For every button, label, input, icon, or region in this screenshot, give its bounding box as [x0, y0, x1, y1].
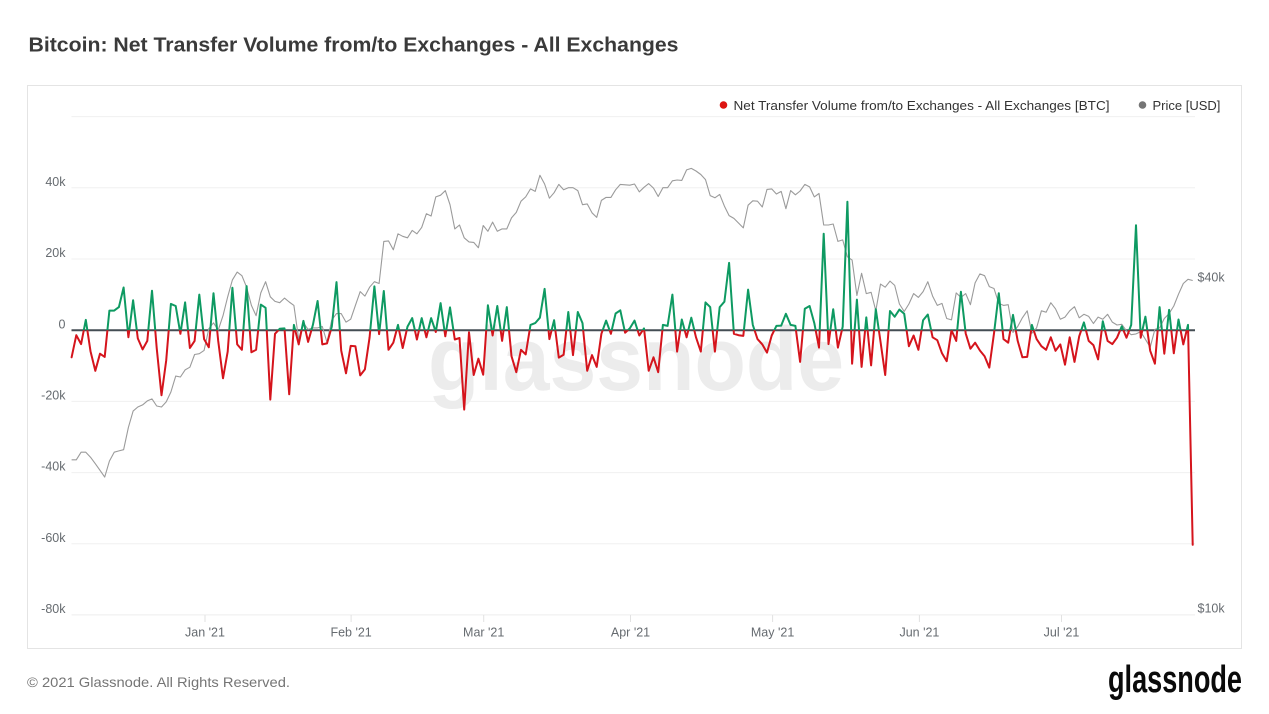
svg-text:© 2021 Glassnode. All Rights R: © 2021 Glassnode. All Rights Reserved. — [27, 674, 290, 690]
svg-text:-40k: -40k — [41, 460, 66, 474]
svg-text:-80k: -80k — [41, 602, 66, 616]
svg-text:Feb '21: Feb '21 — [330, 626, 371, 640]
svg-text:20k: 20k — [45, 246, 66, 260]
svg-text:glassnode: glassnode — [1108, 659, 1242, 701]
svg-text:$40k: $40k — [1198, 270, 1226, 284]
svg-text:May '21: May '21 — [751, 626, 794, 640]
svg-text:Jun '21: Jun '21 — [899, 626, 939, 640]
svg-text:Bitcoin: Net Transfer Volume f: Bitcoin: Net Transfer Volume from/to Exc… — [29, 35, 679, 57]
svg-text:40k: 40k — [45, 175, 66, 189]
svg-text:Jul '21: Jul '21 — [1044, 626, 1080, 640]
svg-text:0: 0 — [59, 317, 66, 331]
svg-text:Net Transfer Volume from/to Ex: Net Transfer Volume from/to Exchanges - … — [734, 98, 1110, 113]
svg-text:$10k: $10k — [1198, 601, 1226, 615]
svg-text:Apr '21: Apr '21 — [611, 626, 650, 640]
svg-text:Jan '21: Jan '21 — [185, 626, 225, 640]
svg-text:Price [USD]: Price [USD] — [1153, 98, 1221, 113]
svg-text:Mar '21: Mar '21 — [463, 626, 504, 640]
svg-text:-60k: -60k — [41, 531, 66, 545]
svg-text:-20k: -20k — [41, 389, 66, 403]
